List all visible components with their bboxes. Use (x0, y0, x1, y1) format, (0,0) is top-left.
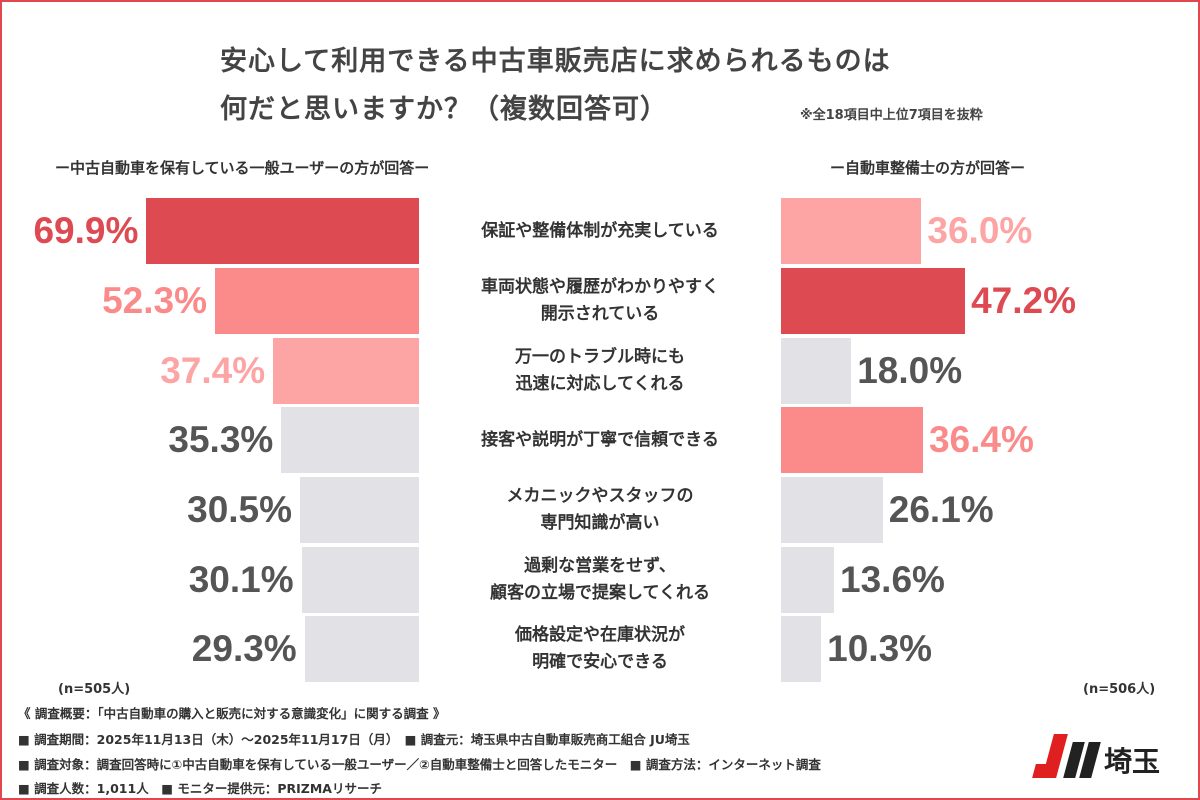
category-label: 価格設定や在庫状況が 明確で安心できる (515, 625, 685, 672)
left-value-label: 30.5% (187, 489, 293, 530)
footer-line: 《 調査概要：「中古自動車の購入と販売に対する意識変化」に関する調査 》 (18, 706, 446, 721)
ju-mark-icon (1030, 732, 1101, 780)
left-n: (n=505人) (58, 682, 131, 697)
left-value-label: 37.4% (160, 350, 266, 391)
right-bar (781, 198, 922, 264)
right-bar (781, 477, 883, 543)
category-label: 接客や説明が丁寧で信頼できる (481, 429, 719, 450)
footer-line: ■ 調査期間：2025年11月13日（木）～2025年11月17日（月） ■ 調… (18, 732, 690, 747)
category-label: 車両状態や履歴がわかりやすく 開示されている (481, 277, 719, 324)
left-series-title: ー中古自動車を保有している一般ユーザーの方が回答ー (55, 159, 430, 177)
chart-title: 安心して利用できる中古車販売店に求められるものは 何だと思いますか？（複数回答可… (220, 38, 891, 134)
left-value-label: 52.3% (102, 280, 208, 321)
left-bar (215, 268, 419, 334)
left-bar (281, 407, 419, 473)
title-line-1: 安心して利用できる中古車販売店に求められるものは (220, 46, 891, 77)
right-bar (781, 547, 835, 613)
category-label: 保証や整備体制が充実している (481, 220, 719, 241)
title-line-2: 何だと思いますか？（複数回答可） (220, 94, 668, 125)
footer-line: ■ 調査人数：1,011人 ■ モニター提供元：PRIZMAリサーチ (18, 781, 382, 796)
category-label: 過剰な営業をせず、 顧客の立場で提案してくれる (490, 556, 710, 603)
left-bar (301, 547, 419, 613)
right-bar (781, 407, 923, 473)
right-series-title: ー自動車整備士の方が回答ー (830, 159, 1026, 177)
left-value-label: 29.3% (191, 628, 297, 669)
left-value-label: 30.1% (188, 559, 294, 600)
note: ※全18項目中上位7項目を抜粋 (800, 108, 983, 123)
category-label: メカニックやスタッフの 専門知識が高い (506, 486, 694, 533)
left-value-label: 35.3% (168, 419, 274, 460)
ju-saitama-logo: 埼玉 (1030, 732, 1170, 782)
left-bar (146, 198, 419, 264)
right-value-label: 47.2% (971, 280, 1076, 321)
right-value-label: 36.4% (928, 419, 1034, 460)
right-value-label: 26.1% (888, 489, 994, 530)
left-bar (273, 338, 419, 404)
right-bar (781, 268, 966, 334)
right-bar (781, 338, 852, 404)
right-n: (n=506人) (1083, 682, 1156, 697)
left-bar (304, 616, 419, 682)
category-label: 万一のトラブル時にも 迅速に対応してくれる (515, 347, 685, 394)
right-value-label: 10.3% (827, 628, 933, 669)
right-value-label: 13.6% (840, 559, 945, 600)
right-value-label: 36.0% (927, 210, 1033, 251)
left-value-label: 69.9% (33, 210, 139, 251)
right-value-label: 18.0% (857, 350, 963, 391)
footer-line: ■ 調査対象：調査回答時に①中古自動車を保有している一般ユーザー／②自動車整備士… (18, 757, 821, 772)
right-bar (781, 616, 822, 682)
left-bar (300, 477, 419, 543)
